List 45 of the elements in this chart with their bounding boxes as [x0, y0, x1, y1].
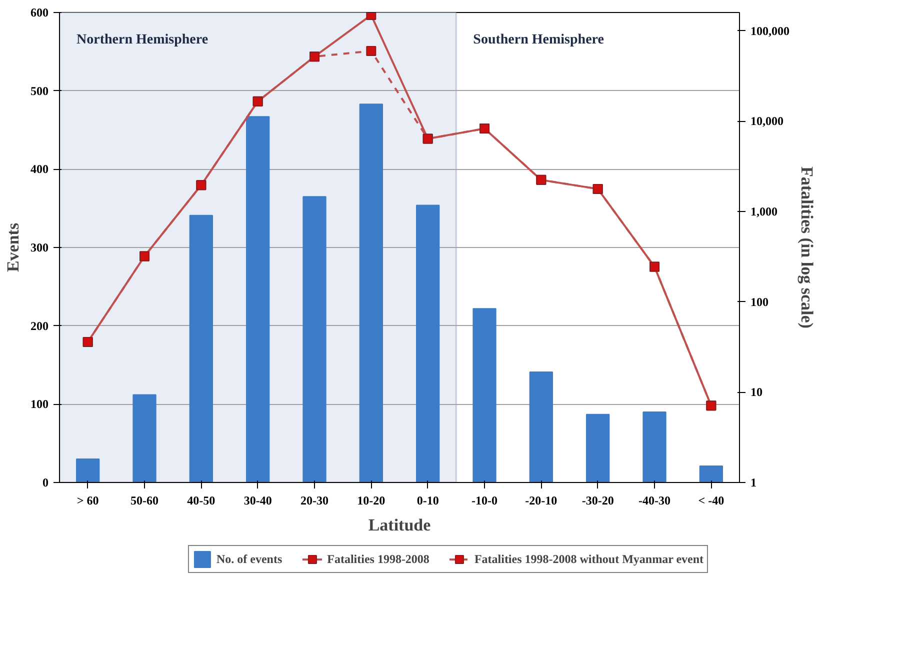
x-tick-label: > 60	[76, 494, 99, 508]
y-tick-label: 100	[30, 397, 48, 412]
x-tick-label: -10-0	[472, 494, 498, 508]
bar	[132, 394, 156, 482]
y-tick-label: 200	[30, 318, 48, 333]
bar	[472, 308, 496, 482]
x-tick-label: 50-60	[130, 494, 158, 508]
bar	[359, 104, 383, 482]
y2-tick-label: 1	[750, 476, 756, 490]
y-tick-label: 600	[30, 6, 48, 20]
x-tick-label: 40-50	[187, 494, 216, 508]
bar	[302, 196, 326, 482]
legend-label: No. of events	[216, 552, 282, 566]
y2-tick-label: 10	[750, 385, 762, 400]
x-tick-label: 10-20	[357, 494, 386, 508]
y-axis-title: Events	[4, 222, 22, 272]
bar	[699, 466, 723, 482]
band-label: Northern Hemisphere	[76, 32, 208, 48]
bar	[586, 414, 610, 482]
x-tick-label: < -40	[698, 494, 724, 508]
x-tick-label: 30-40	[244, 494, 272, 508]
x-tick-label: 20-30	[300, 494, 328, 508]
x-tick-label: -20-10	[525, 494, 558, 508]
y2-tick-label: 100	[750, 294, 768, 309]
x-tick-label: -30-20	[582, 494, 614, 508]
bar	[246, 116, 270, 482]
y-tick-label: 400	[30, 162, 48, 176]
y2-tick-label: 1,000	[750, 204, 778, 219]
y-tick-label: 300	[30, 240, 48, 254]
bar	[642, 412, 666, 482]
bar	[416, 204, 440, 482]
x-tick-label: 0-10	[416, 494, 439, 508]
y-tick-label: 500	[30, 84, 48, 98]
bar	[529, 372, 553, 482]
bar	[189, 214, 213, 482]
y2-tick-label: 10,000	[750, 114, 784, 128]
x-tick-label: -40-30	[638, 494, 671, 508]
y2-axis-title: Fatalities (in log scale)	[798, 166, 816, 328]
x-axis-title: Latitude	[368, 516, 432, 534]
y2-tick-label: 100,000	[750, 24, 790, 38]
bar	[76, 458, 100, 482]
legend-label: Fatalities 1998-2008	[327, 552, 430, 566]
annotation: Southern Hemisphere	[473, 32, 604, 48]
y-tick-label: 0	[42, 476, 48, 490]
legend-label: Fatalities 1998-2008 without Myanmar event	[474, 552, 704, 566]
